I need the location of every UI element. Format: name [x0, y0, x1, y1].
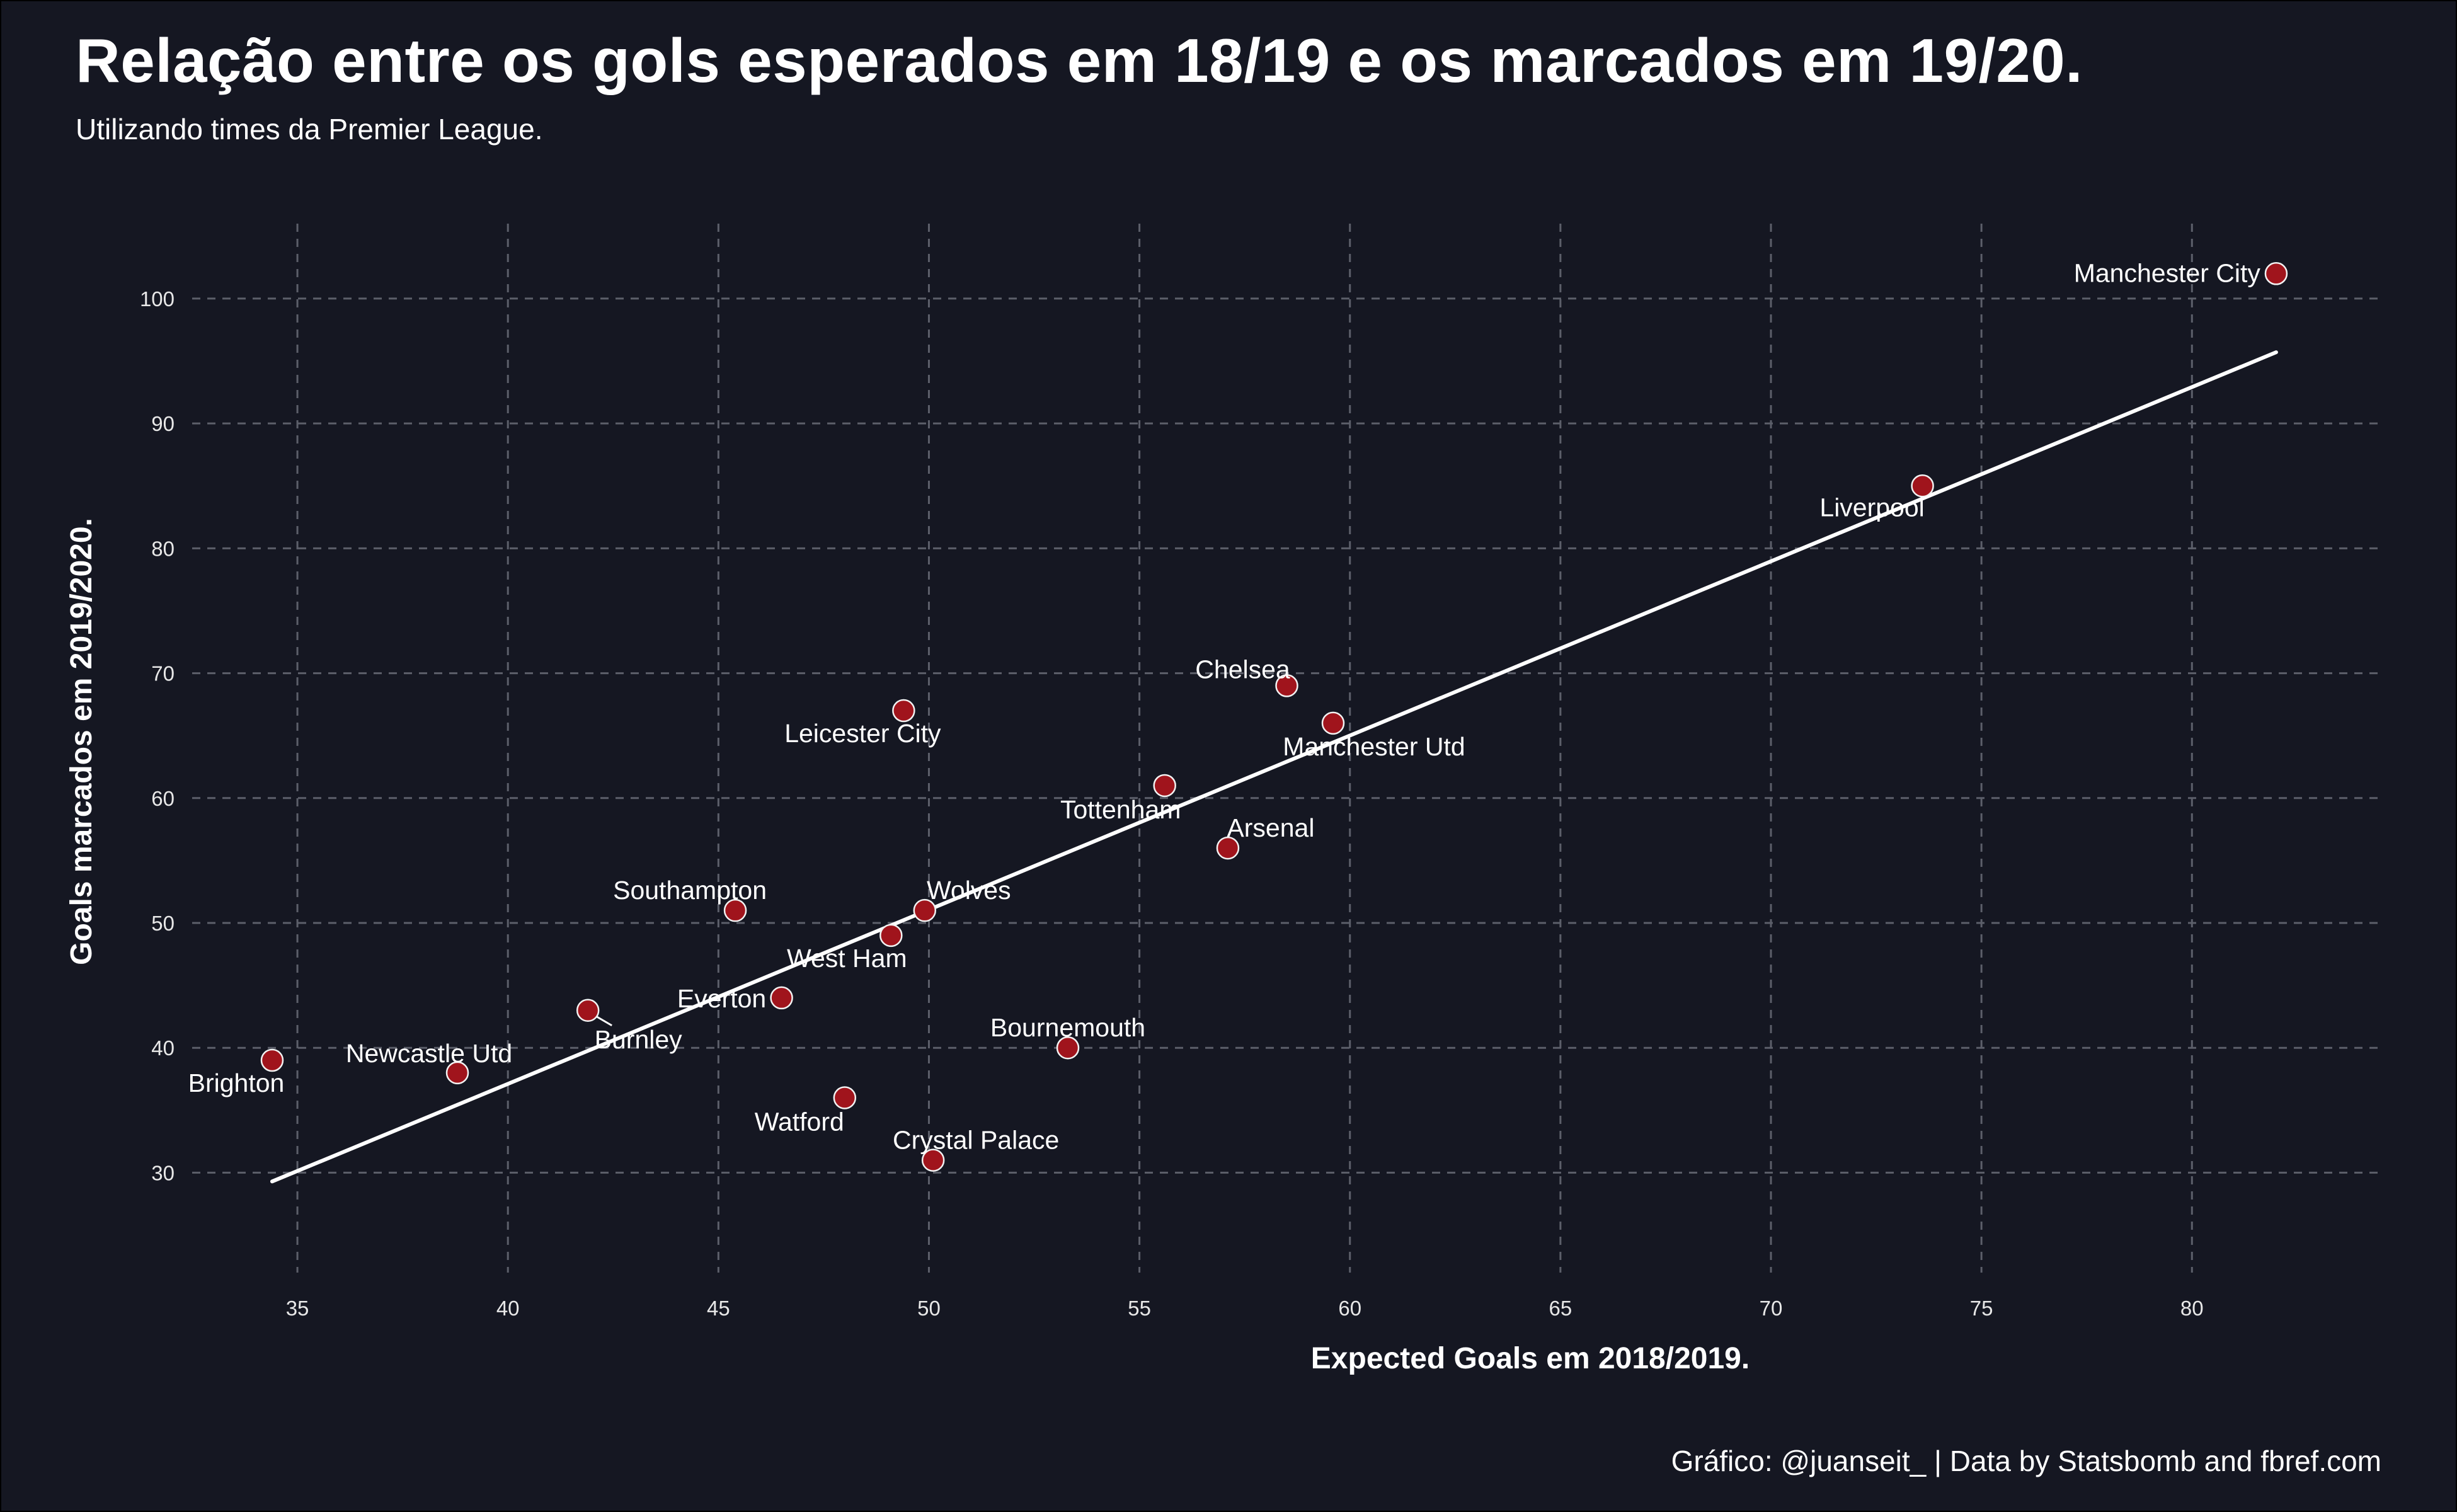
x-tick-label-60: 60	[1338, 1297, 1361, 1320]
x-tick-label-80: 80	[2180, 1297, 2204, 1320]
y-tick-label-90: 90	[151, 412, 175, 435]
point-arsenal	[1216, 836, 1240, 860]
label-wolves: Wolves	[927, 876, 1011, 905]
point-everton	[770, 986, 793, 1010]
label-watford: Watford	[755, 1108, 844, 1137]
y-tick-label-80: 80	[151, 537, 175, 560]
x-tick-label-40: 40	[496, 1297, 520, 1320]
point-labels: Manchester City Liverpool Chelsea Mancheste…	[188, 258, 2261, 1154]
point-manchester-utd	[1321, 711, 1345, 735]
label-manchester-city: Manchester City	[2074, 258, 2261, 287]
trend-line	[270, 350, 2278, 1184]
point-chelsea	[1275, 674, 1298, 697]
point-liverpool	[1911, 474, 1934, 498]
point-tottenham	[1153, 774, 1176, 798]
x-tick-label-75: 75	[1970, 1297, 1993, 1320]
tick-labels: 35 40 45 50 55 60 65 70 75 80 30 40 50 60 70 80 90 100	[140, 287, 2204, 1320]
data-points	[260, 262, 2288, 1172]
y-tick-label-70: 70	[151, 662, 175, 685]
label-crystal-palace: Crystal Palace	[893, 1126, 1059, 1155]
point-bournemouth	[1056, 1036, 1080, 1060]
y-tick-label-40: 40	[151, 1036, 175, 1060]
chart-subtitle: Utilizando times da Premier League.	[76, 113, 543, 146]
y-tick-label-60: 60	[151, 787, 175, 810]
grid-lines	[192, 224, 2381, 1273]
x-axis-title: Expected Goals em 2018/2019.	[1311, 1342, 1750, 1375]
x-tick-label-35: 35	[286, 1297, 309, 1320]
y-axis-title: Goals marcados em 2019/2020.	[65, 518, 98, 965]
point-watford	[833, 1086, 857, 1109]
label-manchester-utd: Manchester Utd	[1283, 732, 1465, 761]
label-tottenham: Tottenham	[1060, 795, 1181, 824]
point-leicester-city	[892, 699, 915, 723]
x-tick-label-45: 45	[707, 1297, 730, 1320]
x-tick-label-70: 70	[1760, 1297, 1783, 1320]
point-newcastle-utd	[445, 1061, 469, 1085]
point-west-ham	[879, 924, 903, 948]
y-tick-label-100: 100	[140, 287, 175, 311]
point-burnley	[576, 999, 600, 1022]
label-arsenal: Arsenal	[1227, 813, 1314, 842]
point-manchester-city	[2264, 262, 2288, 285]
label-everton: Everton	[677, 984, 766, 1013]
label-liverpool: Liverpool	[1819, 493, 1924, 522]
x-tick-label-55: 55	[1128, 1297, 1151, 1320]
x-tick-label-50: 50	[917, 1297, 941, 1320]
label-burnley: Burnley	[595, 1025, 683, 1054]
burnley-label-leader	[596, 1016, 612, 1027]
label-newcastle-utd: Newcastle Utd	[346, 1039, 512, 1068]
point-brighton	[260, 1048, 284, 1072]
chart-title: Relação entre os gols esperados em 18/19…	[76, 26, 2083, 95]
point-crystal-palace	[921, 1148, 945, 1172]
label-chelsea: Chelsea	[1195, 655, 1290, 684]
label-brighton: Brighton	[188, 1068, 285, 1097]
chart-caption: Gráfico: @juanseit_ | Data by Statsbomb …	[1671, 1445, 2381, 1477]
label-leicester-city: Leicester City	[784, 719, 941, 748]
label-bournemouth: Bournemouth	[990, 1013, 1145, 1042]
point-southampton	[723, 898, 747, 922]
label-southampton: Southampton	[613, 876, 767, 905]
label-west-ham: West Ham	[787, 944, 907, 973]
x-tick-label-65: 65	[1549, 1297, 1572, 1320]
y-tick-label-30: 30	[151, 1161, 175, 1184]
point-wolves	[913, 898, 937, 922]
trend-line-group	[270, 350, 2278, 1184]
y-tick-label-50: 50	[151, 912, 175, 935]
